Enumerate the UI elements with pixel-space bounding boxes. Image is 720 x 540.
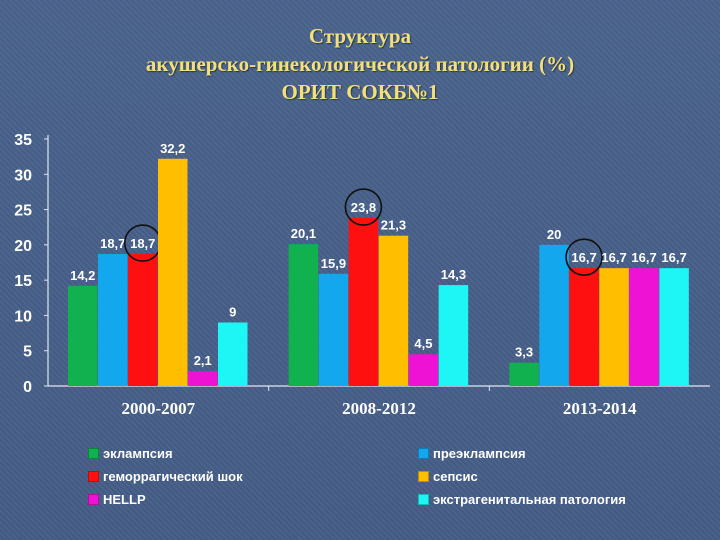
data-label: 9: [229, 304, 236, 319]
data-label: 14,3: [441, 267, 466, 282]
data-label: 15,9: [321, 256, 346, 271]
bar-6-2: [438, 285, 469, 386]
bar-2-2: [318, 273, 349, 386]
data-label: 18,7: [100, 236, 125, 251]
highlight-circle: [344, 188, 383, 226]
data-label: 16,7: [631, 250, 656, 265]
legend-label: экстрагенитальная патология: [433, 492, 626, 507]
x-category-label: 2008-2012: [342, 399, 416, 418]
data-label: 4,5: [414, 336, 432, 351]
y-tick-label: 5: [23, 344, 32, 361]
y-tick-label: 20: [14, 238, 32, 255]
legend-item: геморрагический шок: [88, 469, 243, 484]
bar-1-1: [68, 285, 98, 386]
y-tick-label: 25: [14, 203, 32, 220]
bar-2-3: [539, 244, 569, 386]
data-label: 3,3: [515, 345, 533, 360]
bar-1-3: [509, 362, 539, 386]
data-label: 16,7: [661, 250, 686, 265]
data-label: 20,1: [291, 226, 316, 241]
legend-swatch: [88, 448, 99, 459]
bar-1-2: [288, 244, 319, 386]
title-line-3: ОРИТ СОКБ№1: [281, 80, 439, 104]
y-tick-label: 10: [14, 308, 32, 325]
legend-item: HELLP: [88, 492, 146, 507]
legend-label: преэклампсия: [433, 446, 526, 461]
bar-6-1: [218, 322, 248, 386]
y-tick-label: 0: [23, 379, 32, 396]
x-category-label: 2000-2007: [121, 399, 195, 418]
bar-6-3: [659, 268, 689, 386]
bar-4-3: [599, 268, 629, 386]
x-category-label: 2013-2014: [563, 399, 637, 418]
legend-item: экстрагенитальная патология: [418, 492, 626, 507]
data-label: 18,7: [130, 236, 155, 251]
bar-4-1: [158, 158, 188, 386]
bar-5-3: [629, 268, 659, 386]
title-line-2: акушерско-гинекологической патологии (%): [145, 52, 575, 76]
bar-4-2: [378, 235, 409, 386]
legend-swatch: [88, 471, 99, 482]
bar-chart: 0 5 10 15 20 25 30 35 14,2 18,7 18,7 32,2 2,1 9 2000-2…: [14, 132, 710, 418]
legend-item: сепсис: [418, 469, 478, 484]
y-tick-label: 35: [14, 132, 32, 149]
y-tick-label: 15: [14, 273, 32, 290]
data-label: 32,2: [160, 141, 185, 156]
bar-3-2: [348, 218, 379, 386]
bar-5-1: [188, 371, 218, 386]
data-label: 16,7: [571, 250, 596, 265]
bar-5-2: [408, 354, 439, 386]
legend-swatch: [418, 448, 429, 459]
legend-label: HELLP: [103, 492, 146, 507]
legend-label: геморрагический шок: [103, 469, 243, 484]
legend-item: преэклампсия: [418, 446, 526, 461]
data-label: 16,7: [601, 250, 626, 265]
legend-label: сепсис: [433, 469, 478, 484]
legend-swatch: [418, 494, 429, 505]
y-tick-label: 30: [14, 167, 32, 184]
legend-item: эклампсия: [88, 446, 173, 461]
bar-3-1: [128, 254, 158, 386]
data-label: 23,8: [351, 200, 376, 215]
legend-swatch: [418, 471, 429, 482]
data-label: 2,1: [194, 353, 212, 368]
chart-legend: эклампсия преэклампсия геморрагический шок…: [88, 446, 688, 522]
bar-3-3: [569, 268, 599, 386]
legend-label: эклампсия: [103, 446, 173, 461]
data-label: 14,2: [70, 268, 95, 283]
highlight-circle: [565, 238, 603, 276]
data-label: 20: [547, 227, 561, 242]
chart-title: Структура акушерско-гинекологической пат…: [0, 22, 720, 106]
data-label: 21,3: [381, 218, 406, 233]
bar-2-1: [98, 254, 128, 386]
title-line-1: Структура: [308, 24, 412, 48]
legend-swatch: [88, 494, 99, 505]
